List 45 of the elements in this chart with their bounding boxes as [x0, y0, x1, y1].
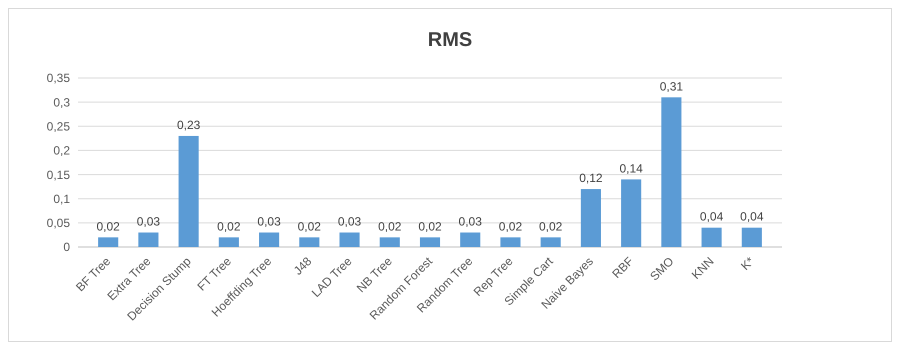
- y-tick-label: 0,1: [53, 192, 70, 206]
- data-label: 0,23: [176, 118, 201, 132]
- bar: [540, 237, 561, 247]
- bar: [420, 237, 440, 247]
- data-label: 0,03: [338, 214, 362, 229]
- bar: [621, 179, 642, 247]
- bar: [661, 97, 682, 247]
- data-label: 0,02: [298, 219, 322, 234]
- bar: [218, 237, 239, 247]
- y-tick-label: 0,3: [53, 95, 70, 110]
- bar: [380, 237, 400, 247]
- bar: [702, 228, 722, 247]
- data-label: 0,02: [96, 219, 120, 234]
- y-tick-label: 0,25: [46, 119, 70, 134]
- y-tick-label: 0,35: [46, 71, 70, 86]
- data-label: 0,02: [217, 219, 241, 234]
- data-label: 0,02: [378, 219, 402, 234]
- data-label: 0,14: [619, 161, 644, 176]
- bar: [460, 232, 480, 247]
- data-label: 0,02: [539, 219, 563, 234]
- data-label: 0,03: [136, 214, 160, 229]
- x-tick-label: K*: [738, 254, 758, 274]
- bar: [178, 136, 199, 247]
- data-label: 0,02: [498, 219, 522, 234]
- data-label: 0,04: [700, 210, 724, 224]
- data-label: 0,04: [740, 210, 764, 224]
- bar: [138, 232, 158, 247]
- y-tick-label: 0: [63, 240, 70, 254]
- bar: [299, 237, 320, 247]
- y-tick-label: 0,2: [53, 144, 70, 158]
- data-label: 0,02: [418, 219, 442, 234]
- bar: [500, 237, 521, 247]
- data-label: 0,03: [257, 214, 282, 229]
- bar: [742, 228, 762, 247]
- y-tick-label: 0,15: [46, 168, 70, 182]
- chart-title: RMS: [428, 29, 472, 51]
- bar: [339, 232, 360, 247]
- bar: [259, 232, 280, 247]
- data-label: 0,31: [660, 79, 684, 94]
- x-tick-label: J48: [290, 254, 315, 278]
- y-tick-label: 0,05: [46, 216, 70, 230]
- bar: [98, 237, 118, 247]
- data-label: 0,12: [579, 171, 603, 186]
- data-label: 0,03: [458, 214, 482, 229]
- bar: [580, 189, 601, 247]
